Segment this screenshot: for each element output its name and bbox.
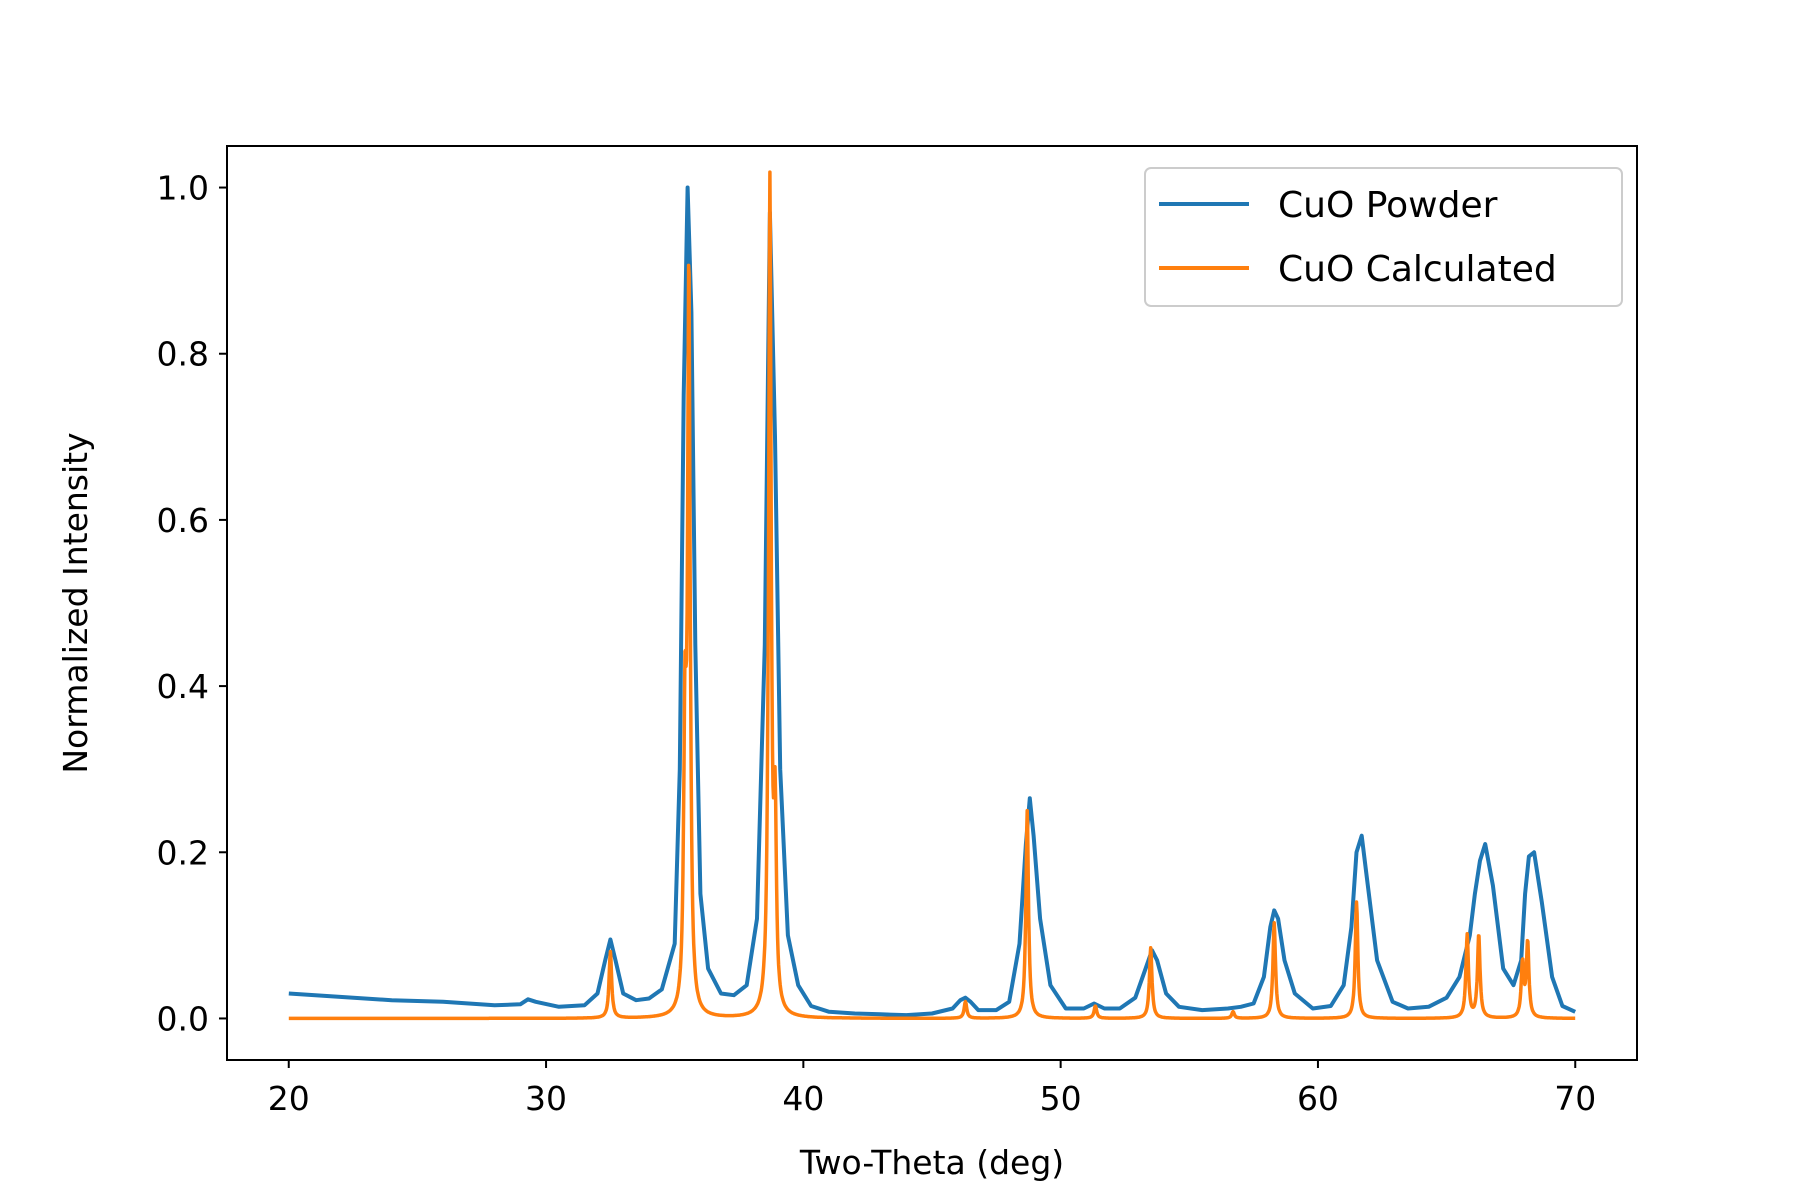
plot-frame (226, 145, 1638, 1061)
legend-label-cuo-powder: CuO Powder (1278, 185, 1498, 226)
y-tick-label: 0.8 (157, 335, 209, 374)
y-tick-label: 0.6 (157, 501, 209, 540)
y-tick-label: 0.2 (157, 833, 209, 872)
x-axis: 20 30 40 50 60 70 (268, 1060, 1596, 1118)
x-tick-label: 40 (782, 1079, 824, 1118)
y-tick-label: 0.0 (157, 999, 209, 1038)
legend: CuO Powder CuO Calculated (1144, 167, 1623, 307)
legend-box (1144, 167, 1623, 307)
series-line-cuo-calculated (287, 170, 1577, 1021)
x-tick-label: 20 (268, 1079, 310, 1118)
y-axis-label: Normalized Intensity (56, 432, 95, 773)
series-line-cuo-powder (288, 185, 1577, 1018)
x-tick-label: 70 (1554, 1079, 1596, 1118)
y-axis: 0.0 0.2 0.4 0.6 0.8 1.0 (157, 169, 227, 1038)
y-tick-label: 0.4 (157, 667, 209, 706)
x-tick-label: 60 (1297, 1079, 1339, 1118)
y-tick-label: 1.0 (157, 169, 209, 208)
x-tick-label: 30 (525, 1079, 567, 1118)
x-axis-label: Two-Theta (deg) (799, 1143, 1064, 1182)
legend-label-cuo-calculated: CuO Calculated (1278, 249, 1557, 290)
series-layer (287, 170, 1577, 1021)
x-tick-label: 50 (1040, 1079, 1082, 1118)
